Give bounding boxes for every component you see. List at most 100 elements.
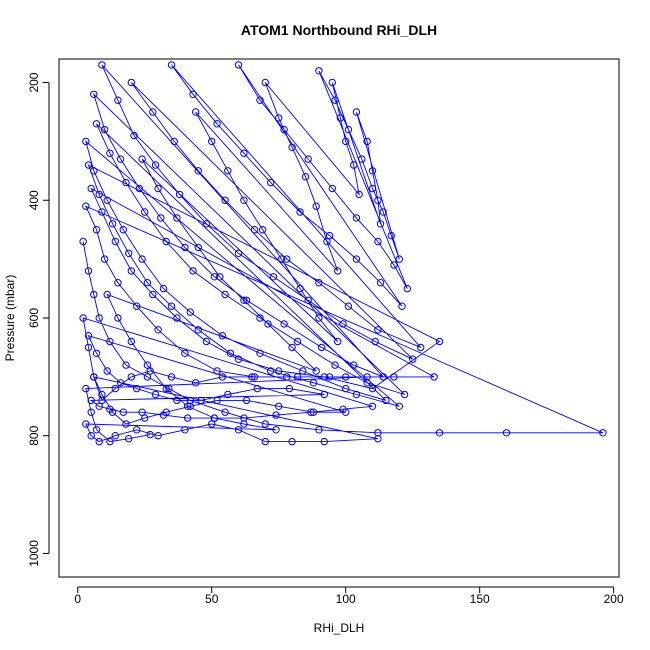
data-point <box>181 243 189 252</box>
x-axis: 0 50 100 150 200 <box>74 586 624 606</box>
data-point <box>234 355 243 363</box>
data-point <box>173 396 181 405</box>
data-point <box>189 267 197 275</box>
data-point <box>368 384 377 393</box>
data-point <box>159 411 168 419</box>
data-point <box>100 125 109 134</box>
data-point <box>334 337 342 346</box>
data-point <box>374 435 382 443</box>
data-point <box>358 155 366 163</box>
data-point <box>189 90 197 99</box>
data-point <box>275 114 283 122</box>
data-point <box>288 437 296 446</box>
data-point <box>304 296 312 304</box>
data-point <box>395 402 403 410</box>
data-point <box>138 255 146 263</box>
data-point <box>165 384 173 393</box>
data-point <box>240 414 248 422</box>
data-point <box>202 337 211 346</box>
x-tick-label: 200 <box>604 592 624 606</box>
data-point <box>240 149 248 157</box>
data-point <box>390 373 398 381</box>
data-point <box>116 379 125 387</box>
data-point <box>122 178 130 187</box>
data-point <box>315 426 323 434</box>
data-point <box>240 420 248 428</box>
data-point <box>417 343 425 352</box>
data-point <box>352 214 361 222</box>
data-point <box>502 429 511 437</box>
data-point <box>403 284 411 293</box>
data-point <box>234 61 243 69</box>
data-point <box>92 226 101 234</box>
data-point <box>186 308 195 316</box>
data-point <box>141 414 149 422</box>
data-point <box>106 405 114 413</box>
data-point <box>304 155 312 163</box>
data-point <box>170 137 178 146</box>
data-point <box>395 255 403 263</box>
y-tick-label: 200 <box>27 72 41 92</box>
data-point <box>84 332 93 340</box>
y-tick-label: 400 <box>27 190 41 210</box>
data-point <box>114 314 122 322</box>
data-point <box>240 296 248 304</box>
data-point <box>277 255 286 263</box>
data-point <box>95 190 103 199</box>
data-point <box>162 237 170 246</box>
data-point <box>84 343 93 352</box>
data-point <box>261 78 269 87</box>
data-point <box>106 149 114 157</box>
data-point <box>210 273 219 281</box>
data-point <box>435 429 444 437</box>
data-point <box>111 432 120 440</box>
data-point <box>218 373 227 381</box>
data-point <box>183 414 192 422</box>
data-point <box>352 255 361 263</box>
data-point <box>127 337 136 346</box>
data-point <box>267 178 275 187</box>
data-point <box>192 108 200 116</box>
data-point <box>197 396 205 405</box>
data-point <box>283 255 291 263</box>
data-point <box>272 411 280 419</box>
plot-frame <box>58 58 620 578</box>
chart-title: ATOM1 Northbound RHi_DLH <box>241 22 437 38</box>
data-point <box>363 379 371 387</box>
data-point <box>221 196 229 205</box>
data-point <box>186 402 195 410</box>
data-point <box>133 302 141 310</box>
y-axis-label: Pressure (mbar) <box>3 275 17 362</box>
data-point <box>122 361 130 369</box>
data-point <box>355 190 363 199</box>
data-point <box>400 390 409 399</box>
data-point <box>87 396 95 405</box>
data-point <box>133 426 141 434</box>
data-point <box>194 326 203 334</box>
x-tick-label: 0 <box>74 592 81 606</box>
data-point <box>149 108 157 116</box>
data-point <box>242 396 251 405</box>
data-point <box>261 437 269 446</box>
data-point <box>221 408 229 416</box>
data-point <box>288 343 296 352</box>
data-point <box>92 349 101 357</box>
data-point <box>213 367 221 375</box>
data-point <box>175 190 184 199</box>
data-point <box>154 432 162 440</box>
data-point <box>293 337 302 346</box>
data-point <box>79 314 87 322</box>
data-point <box>379 373 387 381</box>
data-point <box>221 290 229 299</box>
data-point <box>352 108 361 116</box>
data-point <box>258 226 267 234</box>
data-point <box>103 290 111 299</box>
data-point <box>242 296 251 304</box>
data-point <box>98 61 106 69</box>
plot-area <box>79 61 607 446</box>
data-point <box>317 343 326 352</box>
data-point <box>269 273 278 281</box>
data-point <box>82 384 90 393</box>
x-tick-label: 150 <box>470 592 490 606</box>
